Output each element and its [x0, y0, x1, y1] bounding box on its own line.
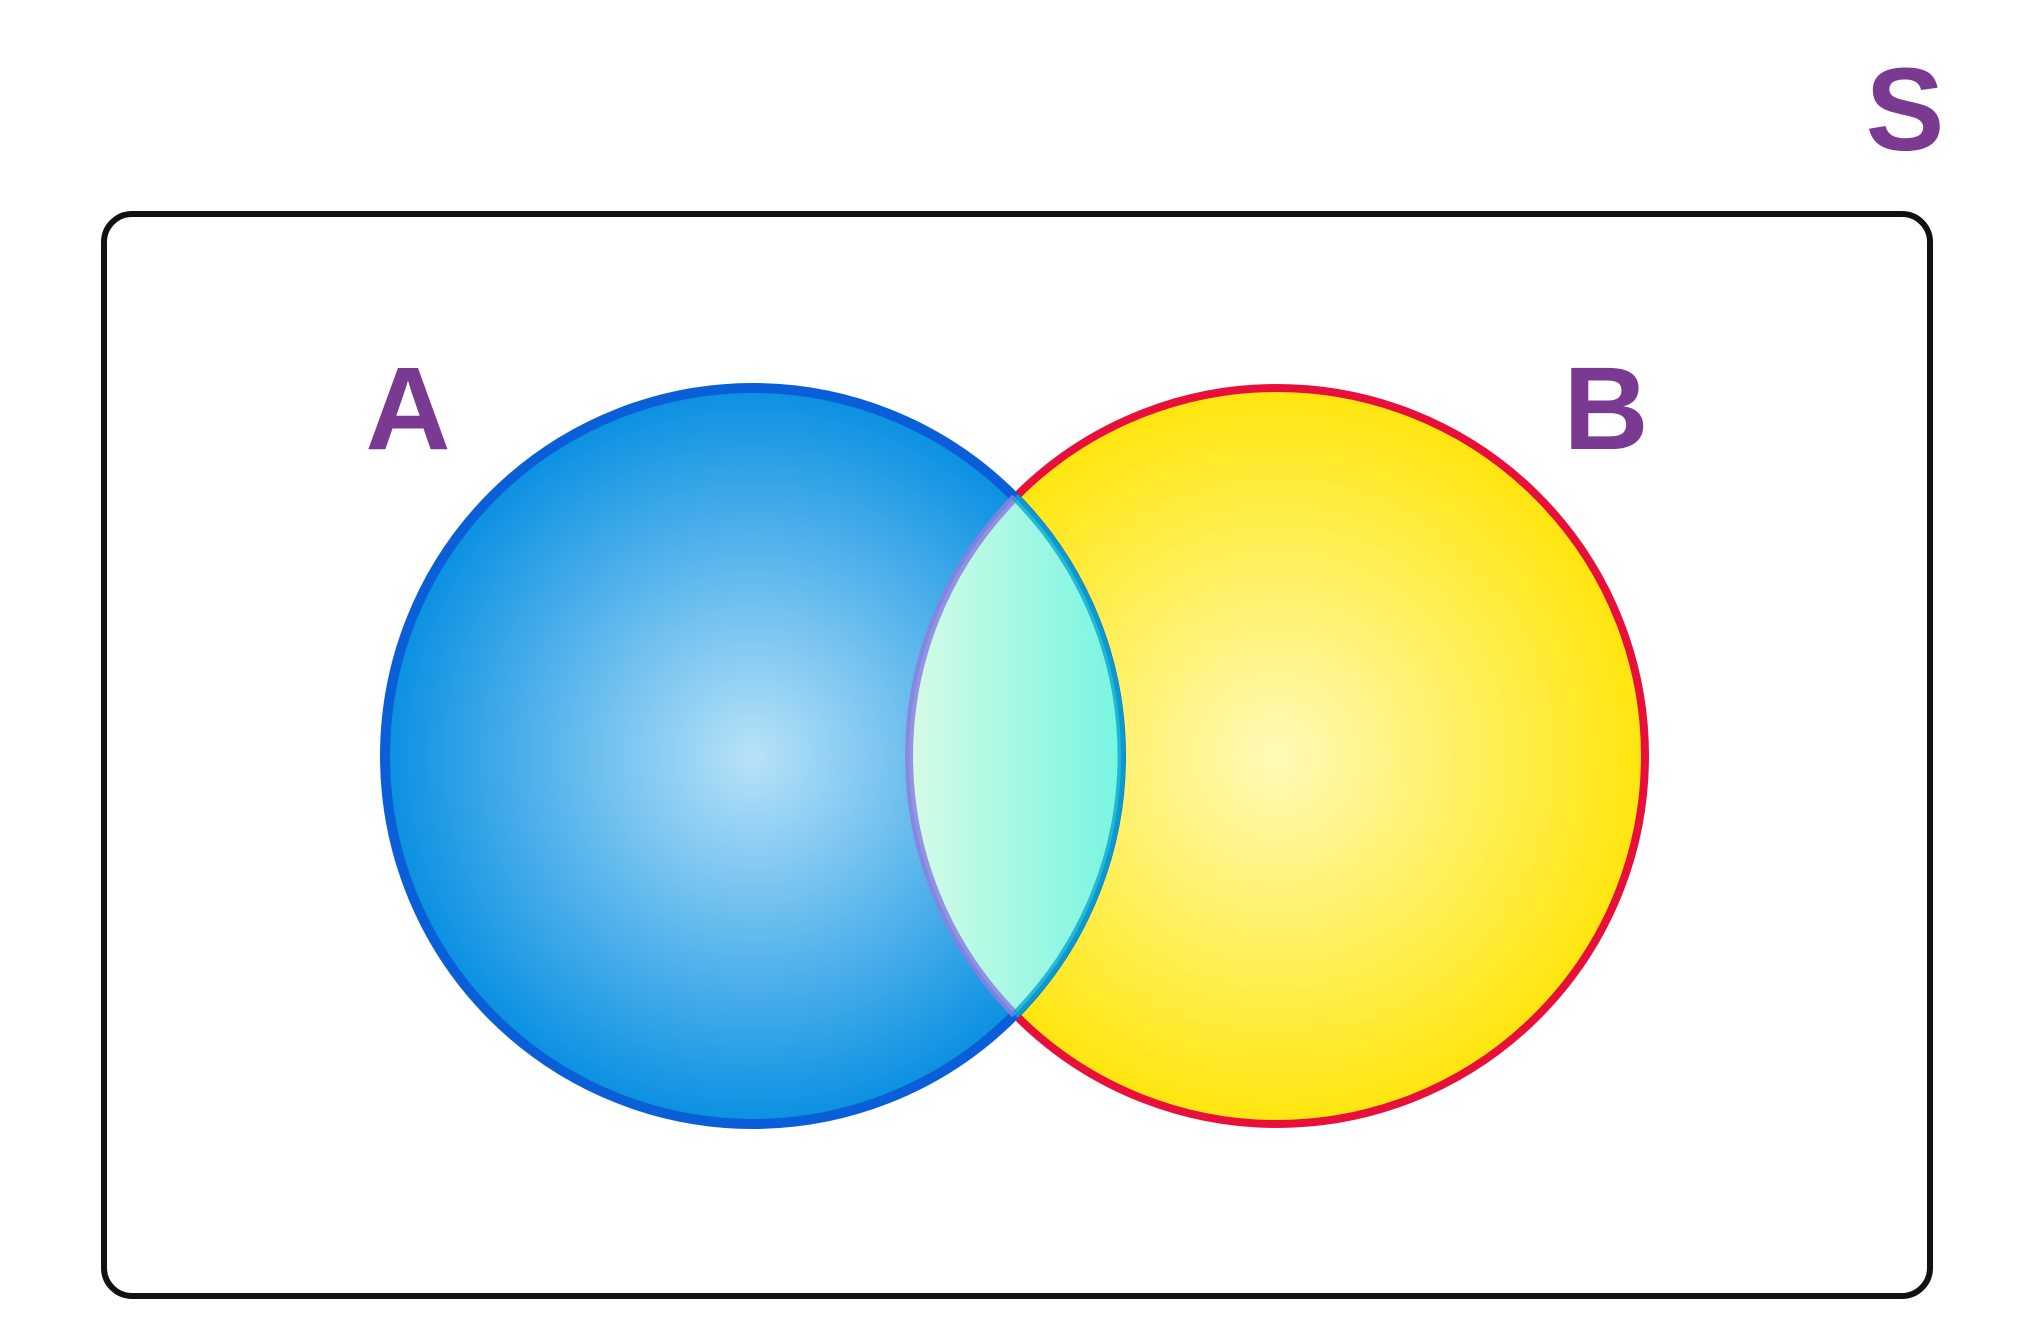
- set-b-boundary-arc: [905, 388, 1121, 1124]
- set-b-label: B: [1563, 343, 1648, 475]
- set-a-boundary-arc: [1012, 494, 1126, 1018]
- universe-label: S: [1866, 44, 1945, 176]
- universe-box: [101, 211, 1933, 1299]
- set-a-label: A: [365, 343, 450, 475]
